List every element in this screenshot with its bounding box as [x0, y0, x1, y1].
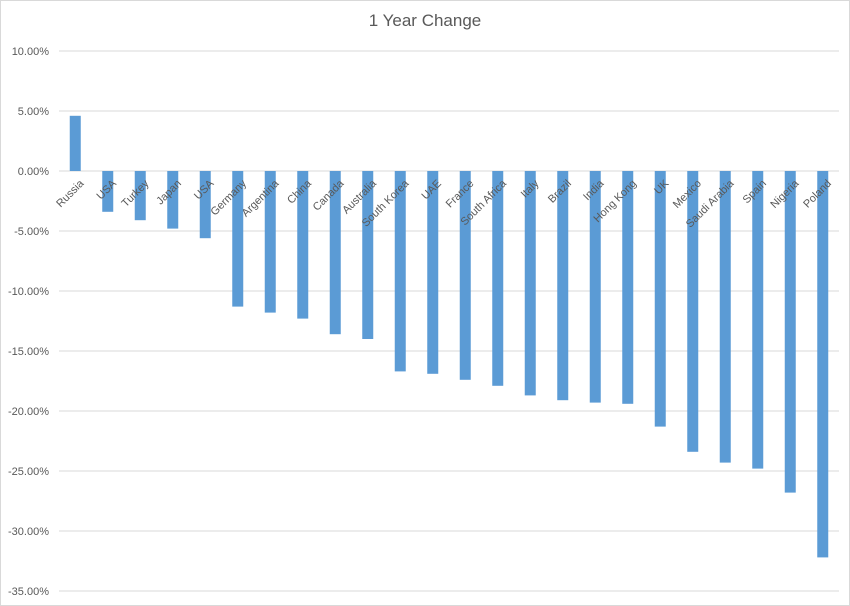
y-tick-label: -35.00%: [8, 586, 49, 598]
bars: [69, 115, 829, 558]
bar: [102, 171, 114, 212]
bar: [329, 171, 341, 335]
bar: [524, 171, 536, 396]
y-tick-label: -20.00%: [8, 406, 49, 418]
bar: [654, 171, 666, 427]
bar: [167, 171, 179, 229]
category-label: Italy: [519, 177, 542, 200]
chart-title: 1 Year Change: [368, 11, 482, 30]
bar: [589, 171, 601, 403]
bar: [199, 171, 211, 239]
y-tick-label: 10.00%: [12, 46, 50, 58]
bar: [687, 171, 699, 452]
gridlines: [59, 50, 839, 592]
bar: [459, 171, 471, 380]
bar: [264, 171, 276, 313]
bar: [752, 171, 764, 469]
bar: [297, 171, 309, 319]
y-tick-label: 5.00%: [18, 106, 49, 118]
y-tick-label: -25.00%: [8, 466, 49, 478]
bar: [394, 171, 406, 372]
bar: [232, 171, 244, 307]
bar: [427, 171, 439, 374]
bar: [492, 171, 504, 386]
y-axis-tick-labels: 10.00% 5.00% 0.00% -5.00% -10.00% -15.00% -20.…: [8, 46, 49, 598]
y-tick-label: -15.00%: [8, 346, 49, 358]
bar: [622, 171, 634, 404]
bar: [784, 171, 796, 493]
bar: [817, 171, 829, 558]
bar: [557, 171, 569, 401]
bar: [69, 115, 81, 171]
y-tick-label: -5.00%: [14, 226, 49, 238]
y-tick-label: 0.00%: [18, 166, 49, 178]
category-label: Russia: [54, 177, 87, 210]
bar: [134, 171, 146, 221]
bar: [719, 171, 731, 463]
y-tick-label: -30.00%: [8, 526, 49, 538]
y-tick-label: -10.00%: [8, 286, 49, 298]
bar: [362, 171, 374, 339]
